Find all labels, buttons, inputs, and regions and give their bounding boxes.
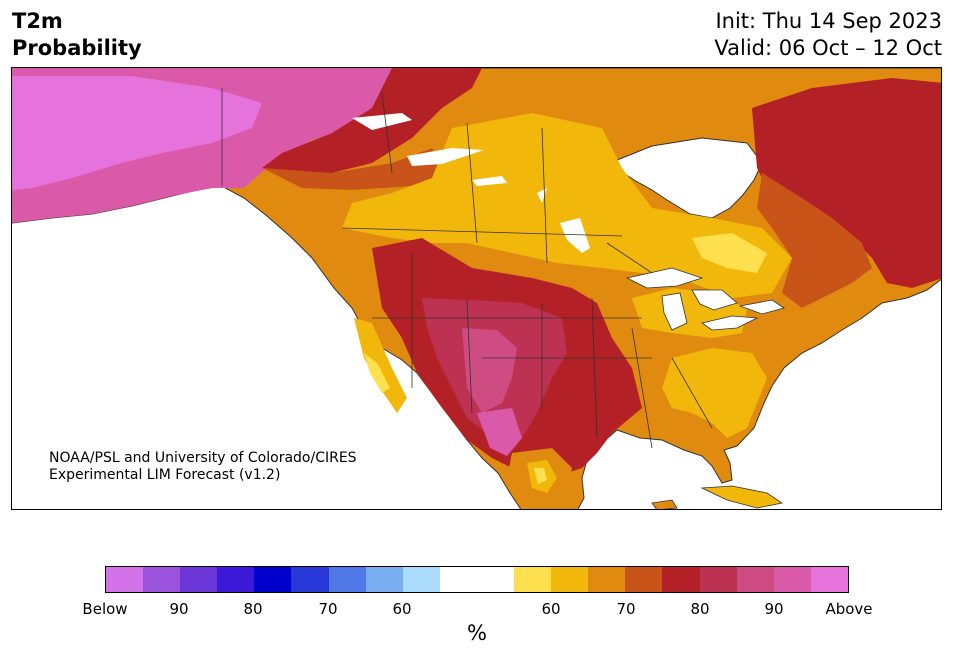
colorbar-tick-70-above: 70 (616, 600, 636, 618)
southeast-us-gold (662, 348, 767, 438)
colorbar-tick-90-above: 90 (764, 600, 784, 618)
credit-line-1: NOAA/PSL and University of Colorado/CIRE… (49, 450, 357, 466)
init-date: Init: Thu 14 Sep 2023 (715, 9, 942, 33)
forecast-dates: Init: Thu 14 Sep 2023 Valid: 06 Oct – 12… (714, 8, 942, 62)
nw-canada-band-2 (262, 148, 452, 190)
colorbar-swatch-19 (810, 567, 848, 592)
mexico-yellow (534, 468, 547, 484)
colorbar-swatch-8 (402, 567, 440, 592)
colorbar-swatch-7 (365, 567, 403, 592)
probability-colorbar (105, 566, 849, 593)
colorbar-swatch-6 (328, 567, 366, 592)
great-lakes (625, 267, 785, 331)
caribbean-islands (651, 485, 784, 509)
colorbar-swatch-9 (439, 567, 477, 592)
colorbar-tick-70-below: 70 (318, 600, 338, 618)
colorbar-tick-above: Above (825, 600, 873, 618)
colorbar-swatch-0 (106, 567, 144, 592)
colorbar-tick-80-below: 80 (243, 600, 263, 618)
valid-range: Valid: 06 Oct – 12 Oct (714, 36, 942, 60)
colorbar-tick-90-below: 90 (169, 600, 189, 618)
colorbar-swatch-16 (699, 567, 737, 592)
title-subtitle: Probability (12, 36, 142, 60)
colorbar-tick-60-above: 60 (541, 600, 561, 618)
colorbar-swatch-5 (291, 567, 329, 592)
ontario-yellow (692, 233, 767, 273)
alaska-very-high-prob (12, 76, 262, 190)
colorbar-swatch-17 (736, 567, 774, 592)
colorbar-swatch-12 (551, 567, 589, 592)
colorbar-swatch-18 (773, 567, 811, 592)
colorbar-swatch-15 (662, 567, 700, 592)
colorbar-swatch-13 (588, 567, 626, 592)
colorbar-swatch-11 (514, 567, 552, 592)
map-title: T2m Probability (12, 8, 142, 62)
mexico-pink (477, 408, 522, 456)
quebec-orange (757, 173, 872, 308)
credit-line-2: Experimental LIM Forecast (v1.2) (49, 467, 281, 483)
colorbar-swatch-14 (625, 567, 663, 592)
colorbar-swatch-2 (180, 567, 218, 592)
forecast-map (11, 67, 942, 510)
california-gold (354, 318, 407, 413)
hudson-bay (616, 137, 763, 219)
map-canvas (12, 68, 941, 509)
colorbar-swatch-3 (217, 567, 255, 592)
colorbar-swatch-1 (143, 567, 181, 592)
colorbar-tick-below: Below (82, 600, 128, 618)
political-borders (221, 88, 713, 449)
quebec-red (752, 78, 941, 288)
colorbar-swatch-4 (254, 567, 292, 592)
colorbar-unit: % (467, 621, 487, 645)
canadian-lakes (352, 113, 590, 253)
colorbar-tick-80-above: 80 (690, 600, 710, 618)
california-yellow (364, 353, 390, 393)
colorbar-tick-60-below: 60 (392, 600, 412, 618)
sw-us-pink (462, 328, 517, 413)
colorbar-swatch-10 (476, 567, 515, 592)
data-credit: NOAA/PSL and University of Colorado/CIRE… (49, 450, 357, 484)
title-variable: T2m (12, 9, 63, 33)
